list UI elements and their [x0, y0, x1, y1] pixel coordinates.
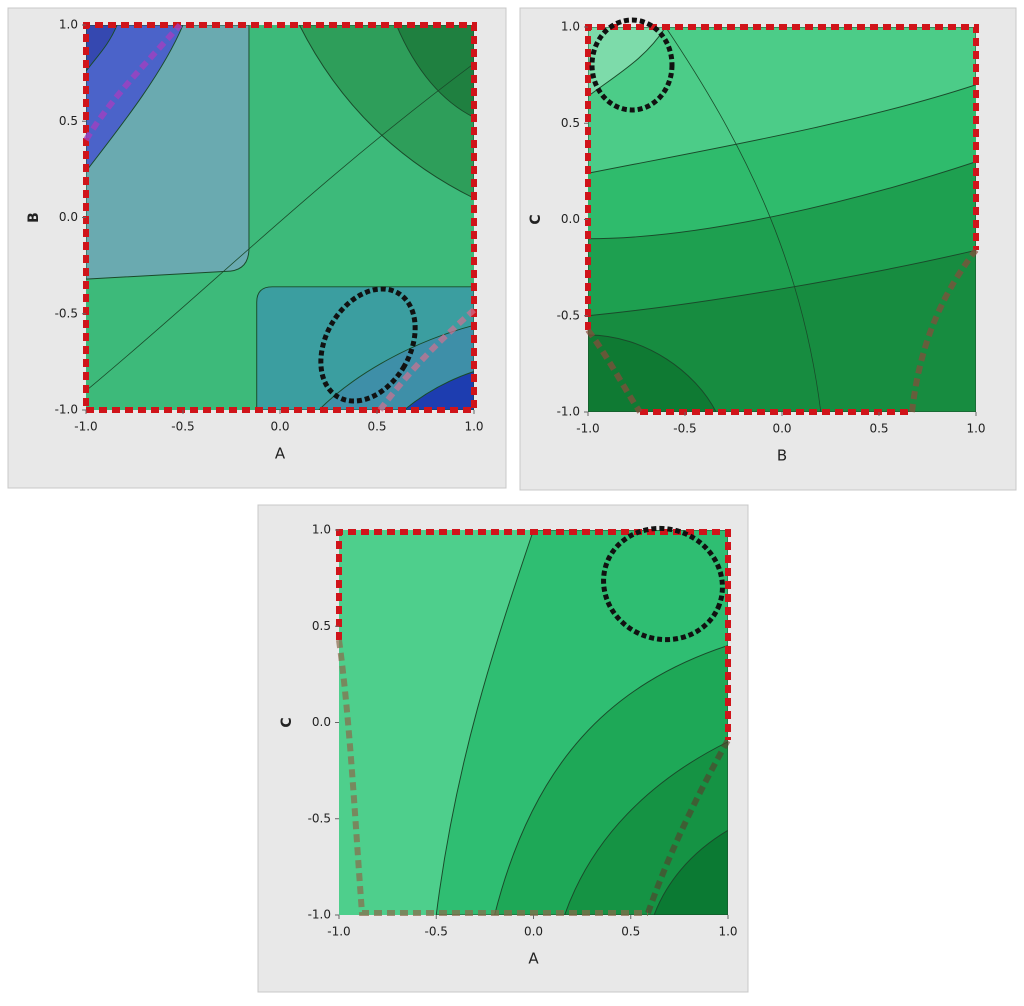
optimum-region [318, 286, 418, 404]
contour-region [588, 334, 717, 412]
x-tick-label: -1.0 [576, 422, 599, 436]
y-tick-label: -0.5 [308, 811, 331, 825]
constraint-boundary [585, 24, 979, 330]
constraint-boundary [645, 738, 731, 914]
y-tick-label: -1.0 [308, 908, 331, 922]
contour-region [588, 27, 667, 97]
constraint-boundary [909, 248, 979, 413]
contour-plot [339, 530, 728, 915]
y-tick-label: 1.0 [561, 20, 580, 34]
constraint-boundary [83, 23, 183, 142]
y-tick-label: 0.0 [561, 212, 580, 226]
optimum-region [589, 17, 675, 113]
contour-region [86, 25, 184, 173]
contour-region [588, 27, 976, 174]
contour-plot [86, 25, 474, 410]
x-axis-label: A [275, 445, 286, 463]
constraint-boundary [336, 529, 731, 740]
y-tick-label: -0.5 [557, 308, 580, 322]
y-axis-label: C [279, 717, 295, 727]
y-tick-label: 1.0 [59, 18, 78, 32]
y-tick-label: 1.0 [312, 523, 331, 537]
contour-region [86, 25, 118, 73]
x-axis-label: A [528, 950, 539, 968]
x-tick-label: 0.5 [869, 422, 888, 436]
optimum-region [601, 525, 725, 643]
constraint-boundary [585, 328, 643, 414]
x-tick-label: -0.5 [171, 420, 194, 434]
contour-plot [588, 27, 976, 412]
y-tick-label: 0.0 [312, 715, 331, 729]
x-tick-label: 0.5 [367, 420, 386, 434]
y-tick-label: 0.5 [59, 114, 78, 128]
x-axis-label: B [777, 447, 787, 465]
y-tick-label: 0.0 [59, 210, 78, 224]
y-tick-label: 0.5 [561, 116, 580, 130]
y-tick-label: -0.5 [55, 306, 78, 320]
contour-region [653, 829, 728, 915]
x-tick-label: -0.5 [425, 925, 448, 939]
x-tick-label: 0.0 [524, 925, 543, 939]
x-tick-label: 0.0 [270, 420, 289, 434]
x-tick-label: -1.0 [74, 420, 97, 434]
constraint-boundary [377, 307, 476, 412]
constraint-boundary [83, 22, 477, 413]
x-tick-label: 0.0 [772, 422, 791, 436]
constraint-boundary [336, 639, 648, 916]
y-tick-label: 0.5 [312, 619, 331, 633]
x-tick-label: 1.0 [464, 420, 483, 434]
y-tick-label: -1.0 [557, 405, 580, 419]
x-tick-label: -0.5 [673, 422, 696, 436]
x-tick-label: -1.0 [327, 925, 350, 939]
x-tick-label: 1.0 [966, 422, 985, 436]
contour-region [403, 370, 474, 410]
y-tick-label: -1.0 [55, 403, 78, 417]
contour-line [86, 63, 474, 392]
y-axis-label: C [528, 214, 544, 224]
x-tick-label: 0.5 [621, 925, 640, 939]
y-axis-label: B [26, 212, 42, 223]
contour-line [665, 27, 822, 412]
x-tick-label: 1.0 [718, 925, 737, 939]
